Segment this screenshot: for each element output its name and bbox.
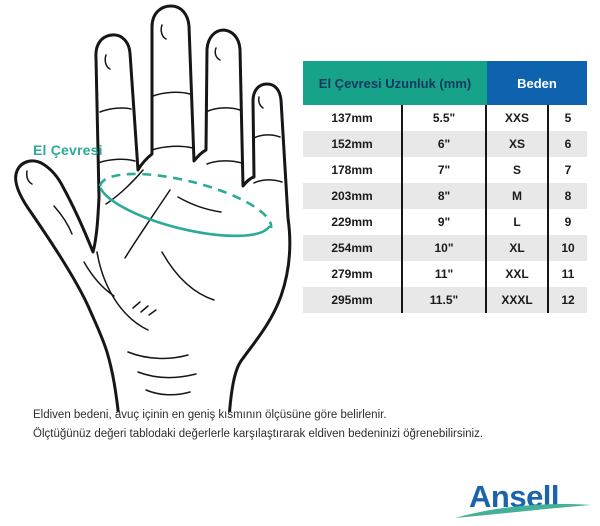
cell-size: L bbox=[487, 209, 549, 235]
cell-size: XXS bbox=[487, 105, 549, 131]
hand-figure: El Çevresi bbox=[0, 0, 300, 412]
table-row: 137mm 5.5" XXS 5 bbox=[303, 105, 587, 131]
ansell-logo-swoosh-icon bbox=[455, 504, 591, 518]
cell-inch: 6" bbox=[403, 131, 487, 157]
cell-mm: 229mm bbox=[303, 209, 403, 235]
cell-inch: 9" bbox=[403, 209, 487, 235]
cell-num: 7 bbox=[564, 163, 572, 177]
cell-size: XXXL bbox=[487, 287, 549, 313]
cell-num: 11 bbox=[561, 267, 575, 281]
cell-mm: 279mm bbox=[303, 261, 403, 287]
table-row: 279mm 11" XXL 11 bbox=[303, 261, 587, 287]
table-row: 152mm 6" XS 6 bbox=[303, 131, 587, 157]
cell-mm: 152mm bbox=[303, 131, 403, 157]
cell-inch: 11" bbox=[403, 261, 487, 287]
footnote-line-1: Eldiven bedeni, avuç içinin en geniş kıs… bbox=[33, 409, 387, 421]
cell-num: 12 bbox=[561, 293, 575, 307]
cell-num: 8 bbox=[564, 189, 572, 203]
cell-size: XXL bbox=[487, 261, 549, 287]
cell-mm: 137mm bbox=[303, 105, 403, 131]
ansell-logo: Ansell bbox=[452, 474, 594, 524]
palm-creases bbox=[53, 169, 222, 396]
cell-size: XS bbox=[487, 131, 549, 157]
table-row: 178mm 7" S 7 bbox=[303, 157, 587, 183]
cell-inch: 5.5" bbox=[403, 105, 487, 131]
cell-num: 5 bbox=[564, 111, 572, 125]
footnote-line-2: Ölçtüğünüz değeri tablodaki değerlerle k… bbox=[33, 427, 484, 440]
table-row: 203mm 8" M 8 bbox=[303, 183, 587, 209]
cell-inch: 11.5" bbox=[403, 287, 487, 313]
cell-mm: 295mm bbox=[303, 287, 403, 313]
cell-num: 10 bbox=[561, 241, 575, 255]
cell-mm: 254mm bbox=[303, 235, 403, 261]
hand-circumference-label: El Çevresi bbox=[33, 142, 103, 158]
measurement-ellipse-front bbox=[99, 187, 271, 238]
table-row: 229mm 9" L 9 bbox=[303, 209, 587, 235]
cell-mm: 203mm bbox=[303, 183, 403, 209]
finger-creases bbox=[26, 24, 283, 185]
column-header-circumference: El Çevresi Uzunluk (mm) bbox=[303, 61, 487, 105]
table-body: 137mm 5.5" XXS 5 152mm 6" XS 6 178mm 7" … bbox=[303, 105, 587, 313]
table-header-row: El Çevresi Uzunluk (mm) Beden bbox=[303, 61, 587, 105]
cell-inch: 10" bbox=[403, 235, 487, 261]
size-table: El Çevresi Uzunluk (mm) Beden 137mm 5.5"… bbox=[303, 61, 587, 313]
cell-size: M bbox=[487, 183, 549, 209]
cell-mm: 178mm bbox=[303, 157, 403, 183]
cell-size: XL bbox=[487, 235, 549, 261]
cell-size: S bbox=[487, 157, 549, 183]
cell-inch: 8" bbox=[403, 183, 487, 209]
table-row: 295mm 11.5" XXXL 12 bbox=[303, 287, 587, 313]
measurement-ellipse-back bbox=[98, 172, 273, 229]
table-row: 254mm 10" XL 10 bbox=[303, 235, 587, 261]
footnote: Eldiven bedeni, avuç içinin en geniş kıs… bbox=[33, 406, 583, 443]
cell-inch: 7" bbox=[403, 157, 487, 183]
column-header-size: Beden bbox=[487, 61, 587, 105]
hand-illustration-icon bbox=[14, 4, 292, 412]
cell-num: 9 bbox=[564, 215, 572, 229]
cell-num: 6 bbox=[564, 137, 572, 151]
